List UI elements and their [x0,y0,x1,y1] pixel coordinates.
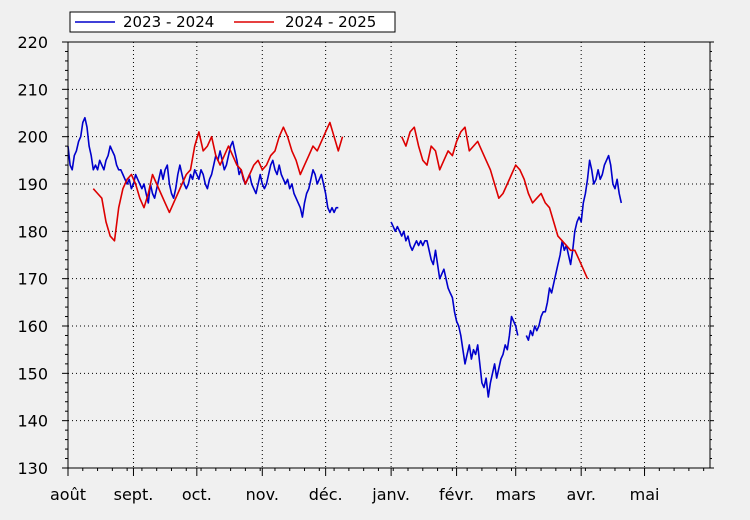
x-tick-label: mai [630,485,660,504]
series-line-2024-2025 [92,121,344,242]
y-tick-label: 220 [17,33,48,52]
series-lines [67,116,623,398]
y-tick-label: 180 [17,222,48,241]
y-tick-label: 150 [17,364,48,383]
x-tick-label: nov. [246,485,279,504]
x-tick-label: déc. [309,485,343,504]
y-tick-label: 190 [17,175,48,194]
grid [68,42,710,468]
x-tick-label: avr. [566,485,595,504]
y-tick-label: 200 [17,128,48,147]
legend: 2023 - 2024 2024 - 2025 [69,11,396,33]
axes: 130 140 150 160 170 180 190 200 210 220 août sept. o… [17,33,714,504]
x-tick-label: janv. [371,485,410,504]
y-tick-label: 160 [17,317,48,336]
x-tick-label: oct. [182,485,212,504]
series-line-2023-2024 [525,154,623,342]
x-tick-label: mars [496,485,536,504]
x-tick-label: févr. [439,485,474,504]
plot-frame [67,41,711,469]
y-tick-label: 140 [17,412,48,431]
series-line-2023-2024 [390,221,519,398]
plot-area [68,42,710,468]
y-tick-label: 210 [17,80,48,99]
series-line-2023-2024 [67,116,339,218]
legend-box [69,11,396,33]
legend-label-2023-2024: 2023 - 2024 [123,13,214,31]
x-tick-label: août [50,485,86,504]
x-tick-label: sept. [114,485,154,504]
y-tick-label: 130 [17,459,48,478]
legend-label-2024-2025: 2024 - 2025 [285,13,376,31]
series-line-2024-2025 [400,126,589,280]
y-tick-label: 170 [17,270,48,289]
